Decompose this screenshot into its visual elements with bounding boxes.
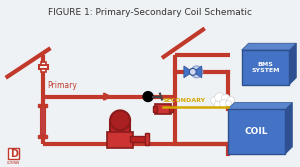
Circle shape	[110, 110, 130, 130]
FancyBboxPatch shape	[38, 105, 47, 107]
Text: BMS
SYSTEM: BMS SYSTEM	[251, 62, 280, 73]
FancyBboxPatch shape	[169, 106, 173, 112]
Circle shape	[220, 100, 228, 107]
Polygon shape	[242, 43, 296, 50]
FancyBboxPatch shape	[155, 105, 171, 114]
FancyBboxPatch shape	[40, 62, 46, 65]
Text: Primary: Primary	[47, 81, 77, 90]
Circle shape	[221, 94, 230, 103]
Polygon shape	[184, 66, 193, 78]
Circle shape	[189, 68, 196, 75]
FancyBboxPatch shape	[153, 106, 157, 112]
Polygon shape	[290, 43, 296, 85]
Circle shape	[214, 101, 221, 108]
FancyBboxPatch shape	[130, 136, 148, 142]
FancyBboxPatch shape	[110, 120, 130, 144]
Circle shape	[211, 97, 219, 105]
Circle shape	[226, 97, 235, 105]
FancyBboxPatch shape	[145, 133, 149, 145]
Text: D: D	[10, 149, 18, 159]
FancyBboxPatch shape	[40, 107, 46, 134]
Circle shape	[226, 101, 232, 106]
Polygon shape	[193, 66, 202, 78]
Polygon shape	[228, 103, 292, 109]
FancyBboxPatch shape	[38, 135, 47, 138]
Polygon shape	[285, 103, 292, 154]
Text: FIGURE 1: Primary-Secondary Coil Schematic: FIGURE 1: Primary-Secondary Coil Schemat…	[48, 8, 252, 17]
Circle shape	[143, 92, 153, 102]
FancyBboxPatch shape	[242, 50, 290, 85]
Text: AIR: AIR	[217, 101, 227, 106]
Circle shape	[215, 93, 225, 103]
FancyBboxPatch shape	[8, 148, 19, 159]
FancyBboxPatch shape	[38, 65, 49, 69]
Text: COIL: COIL	[245, 127, 268, 136]
Circle shape	[191, 66, 203, 78]
FancyBboxPatch shape	[228, 109, 285, 154]
Text: DORMAN: DORMAN	[7, 161, 20, 165]
FancyBboxPatch shape	[40, 69, 46, 72]
Text: SECONDARY: SECONDARY	[163, 98, 206, 103]
FancyBboxPatch shape	[107, 132, 133, 148]
